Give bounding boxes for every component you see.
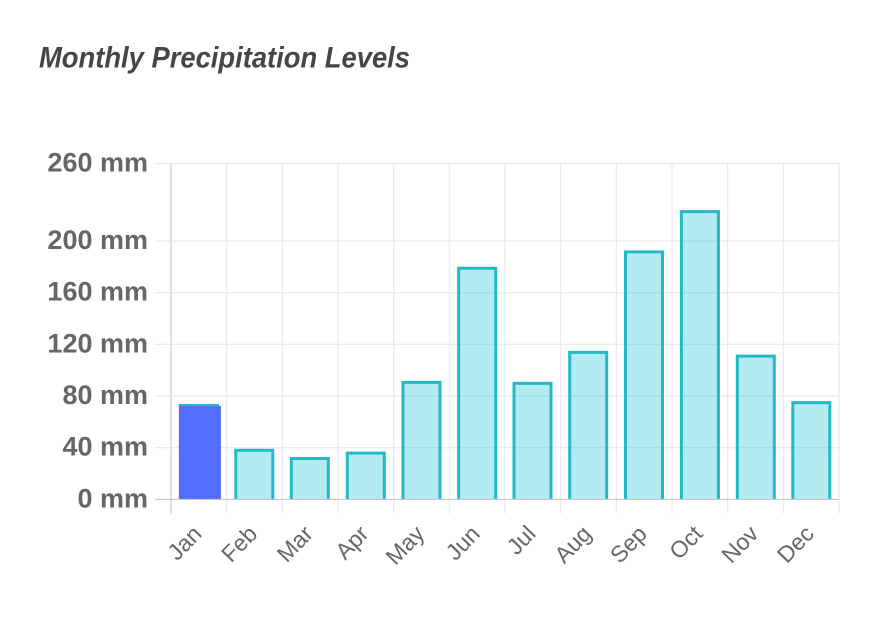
- svg-text:80 mm: 80 mm: [62, 380, 148, 410]
- svg-text:200 mm: 200 mm: [47, 225, 148, 255]
- svg-text:260 mm: 260 mm: [47, 147, 148, 177]
- svg-text:0 mm: 0 mm: [77, 483, 148, 513]
- svg-text:120 mm: 120 mm: [47, 328, 148, 358]
- svg-text:160 mm: 160 mm: [47, 277, 148, 307]
- svg-text:Monthly Precipitation Levels: Monthly Precipitation Levels: [39, 42, 410, 75]
- svg-text:40 mm: 40 mm: [62, 432, 148, 462]
